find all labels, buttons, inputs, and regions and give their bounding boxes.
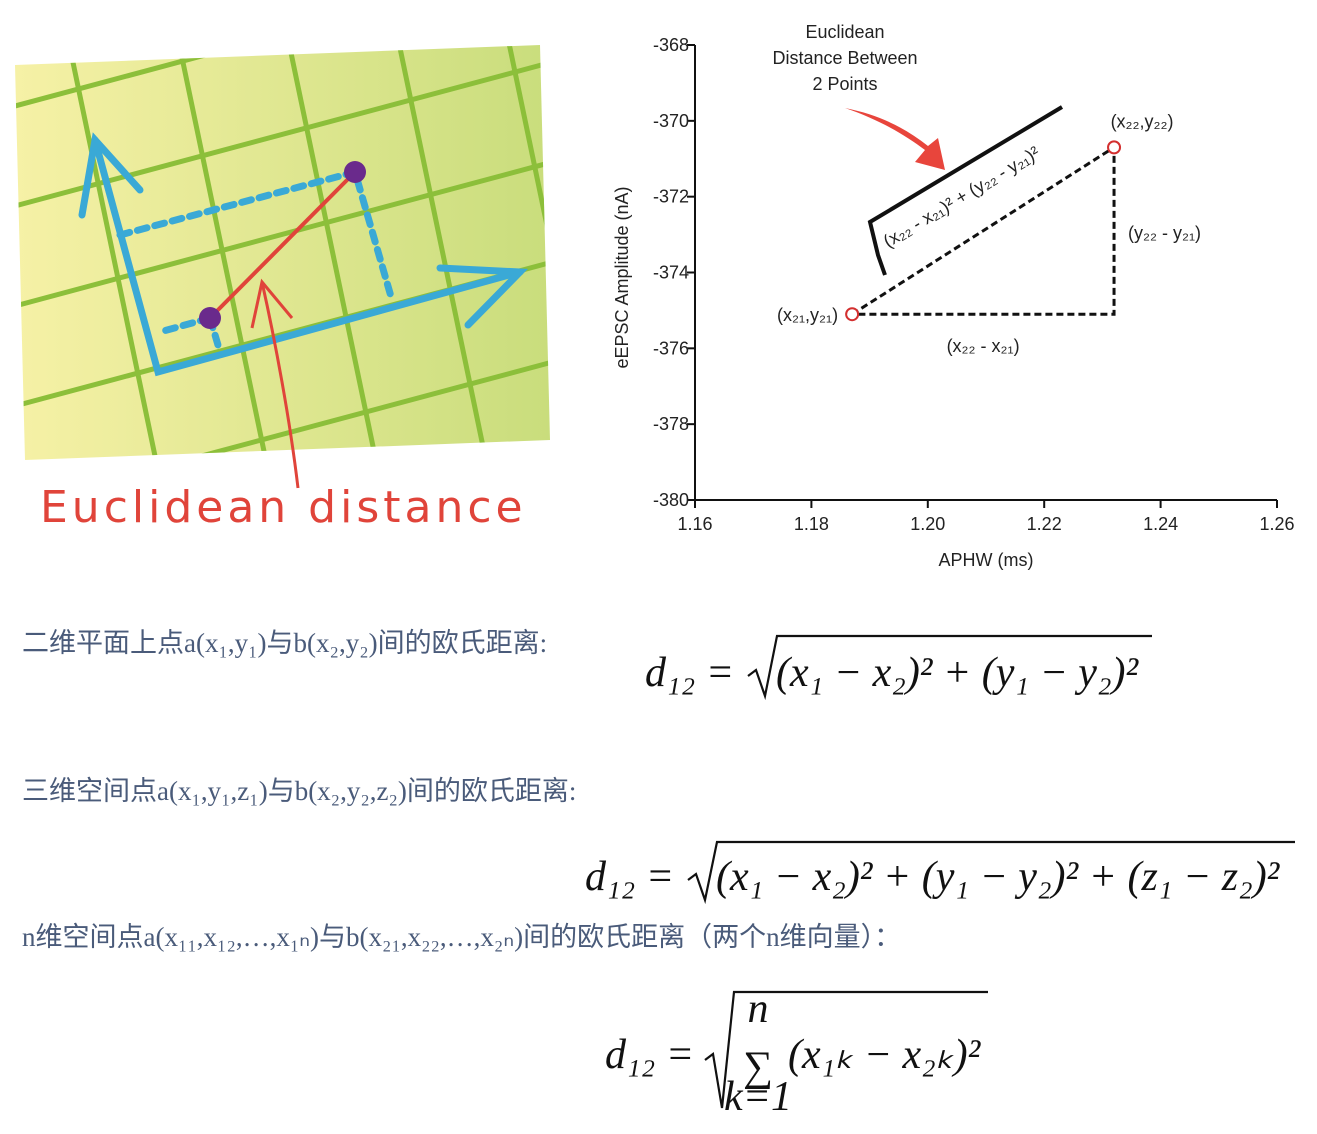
formula-body: (x₁ − x₂)² + (y₁ − y₂)² + (z₁ − z₂)²	[716, 854, 1281, 900]
x-tick-label: 1.26	[1259, 514, 1294, 534]
y-axis-label: eEPSC Amplitude (nA)	[612, 186, 632, 368]
pointer-arrow	[250, 278, 300, 489]
point-label: (x₂₂,y₂₂)	[1111, 111, 1174, 131]
formula-body: (x₁ₖ − x₂ₖ)²	[788, 1032, 982, 1078]
y-tick-label: -376	[653, 338, 689, 358]
formula-upper: n	[748, 986, 769, 1032]
y-tick-label: -370	[653, 111, 689, 131]
y-tick-label: -374	[653, 263, 689, 283]
y-tick-label: -368	[653, 35, 689, 55]
dx-label: (x₂₂ - x₂₁)	[947, 336, 1020, 356]
x-tick-label: 1.20	[910, 514, 945, 534]
hyp-radical	[867, 105, 1064, 276]
point	[845, 307, 860, 322]
dashed-triangle	[851, 144, 1116, 316]
x-tick-label: 1.16	[677, 514, 712, 534]
formulas: 二维平面上点a(x₁,y₁)与b(x₂,y₂)间的欧氏距离: 三维空间点a(x₁,…	[22, 628, 1295, 1120]
point-label: (x₂₁,y₂₁)	[777, 305, 838, 325]
radical	[747, 634, 1152, 701]
annotation-arrow	[845, 108, 945, 170]
y-tick-label: -380	[653, 490, 689, 510]
x-tick-label: 1.18	[794, 514, 829, 534]
illustration-label: Euclidean distance	[40, 482, 527, 533]
hyp-label: (x₂₂ - x₂₁)² + (y₂₂ - y₂₁)²	[880, 142, 1043, 251]
formula-lhs: d₁₂ =	[605, 1032, 694, 1078]
formula-body: (x₁ − x₂)² + (y₁ − y₂)²	[776, 650, 1140, 696]
point	[1107, 140, 1122, 155]
distance-line	[208, 170, 357, 320]
x-tick-label: 1.24	[1143, 514, 1178, 534]
radical	[687, 840, 1295, 905]
illustration: Euclidean distance	[15, 45, 550, 533]
annotation: 2 Points	[812, 74, 877, 94]
annotation: Distance Between	[772, 48, 917, 68]
chart: -368 -370 -372 -374 -376 -378 -380 1.16 1.18 1.20…	[612, 22, 1295, 570]
dy-label: (y₂₂ - y₂₁)	[1128, 223, 1201, 243]
formula-caption: n维空间点a(x₁₁,x₁₂,…,x₁ₙ)与b(x₂₁,x₂₂,…,x₂ₙ)间的…	[22, 922, 901, 952]
formula-caption: 二维平面上点a(x₁,y₁)与b(x₂,y₂)间的欧氏距离:	[22, 628, 547, 658]
formula-sum: ∑	[743, 1044, 773, 1090]
y-tick-label: -378	[653, 414, 689, 434]
x-tick-label: 1.22	[1027, 514, 1062, 534]
y-tick-label: -372	[653, 187, 689, 207]
formula-lhs: d₁₂ =	[585, 854, 674, 900]
x-axis-label: APHW (ms)	[939, 550, 1034, 570]
grid-paper	[15, 45, 550, 460]
point	[199, 307, 221, 329]
point	[344, 161, 366, 183]
formula-caption: 三维空间点a(x₁,y₁,z₁)与b(x₂,y₂,z₂)间的欧氏距离:	[22, 776, 576, 806]
formula-lower: k=1	[724, 1074, 792, 1120]
annotation: Euclidean	[805, 22, 884, 42]
formula-lhs: d₁₂ =	[645, 650, 734, 696]
radical	[704, 990, 988, 1109]
